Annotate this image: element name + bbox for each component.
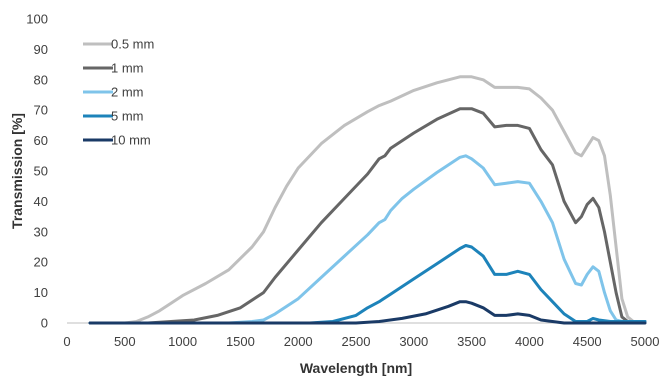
series-line-5: [88, 300, 647, 325]
x-tick-label: 1500: [226, 334, 255, 349]
x-axis-ticks: 0 500 1000 1500 2000 2500 3000 3500 4000 4500 5000: [63, 334, 659, 349]
x-tick-label: 3500: [457, 334, 486, 349]
series-line-1: [88, 75, 647, 325]
series-line-4: [88, 244, 647, 325]
series-line-3: [88, 154, 647, 325]
legend-item: 0.5 mm: [83, 37, 154, 52]
y-tick-label: 70: [34, 103, 48, 118]
legend-label: 5 mm: [111, 109, 144, 124]
x-tick-label: 2500: [342, 334, 371, 349]
y-axis-ticks: 0 10 20 30 40 50 60 70 80 90 100: [26, 12, 48, 331]
x-tick-label: 5000: [631, 334, 660, 349]
y-tick-label: 60: [34, 133, 48, 148]
legend-label: 10 mm: [111, 133, 151, 148]
y-tick-label: 80: [34, 72, 48, 87]
x-tick-label: 4500: [573, 334, 602, 349]
legend-label: 2 mm: [111, 85, 144, 100]
x-tick-label: 2000: [284, 334, 313, 349]
legend-item: 10 mm: [83, 133, 151, 148]
x-tick-label: 0: [63, 334, 70, 349]
y-tick-label: 20: [34, 255, 48, 270]
legend-label: 1 mm: [111, 61, 144, 76]
legend-label: 0.5 mm: [111, 37, 154, 52]
legend: 0.5 mm 1 mm 2 mm 5 mm 10 mm: [83, 37, 154, 148]
y-tick-label: 50: [34, 164, 48, 179]
x-tick-label: 1000: [168, 334, 197, 349]
x-tick-label: 500: [114, 334, 136, 349]
series-layer: [88, 75, 647, 325]
legend-item: 2 mm: [83, 85, 144, 100]
x-tick-label: 4000: [515, 334, 544, 349]
x-axis-title: Wavelength [nm]: [300, 360, 412, 376]
legend-item: 1 mm: [83, 61, 144, 76]
y-tick-label: 90: [34, 42, 48, 57]
x-tick-label: 3000: [399, 334, 428, 349]
y-tick-label: 10: [34, 285, 48, 300]
series-line-2: [88, 107, 647, 325]
y-axis-title: Transmission [%]: [9, 113, 25, 229]
y-tick-label: 40: [34, 194, 48, 209]
y-tick-label: 100: [26, 12, 48, 27]
y-tick-label: 30: [34, 224, 48, 239]
y-tick-label: 0: [41, 316, 48, 331]
legend-item: 5 mm: [83, 109, 144, 124]
